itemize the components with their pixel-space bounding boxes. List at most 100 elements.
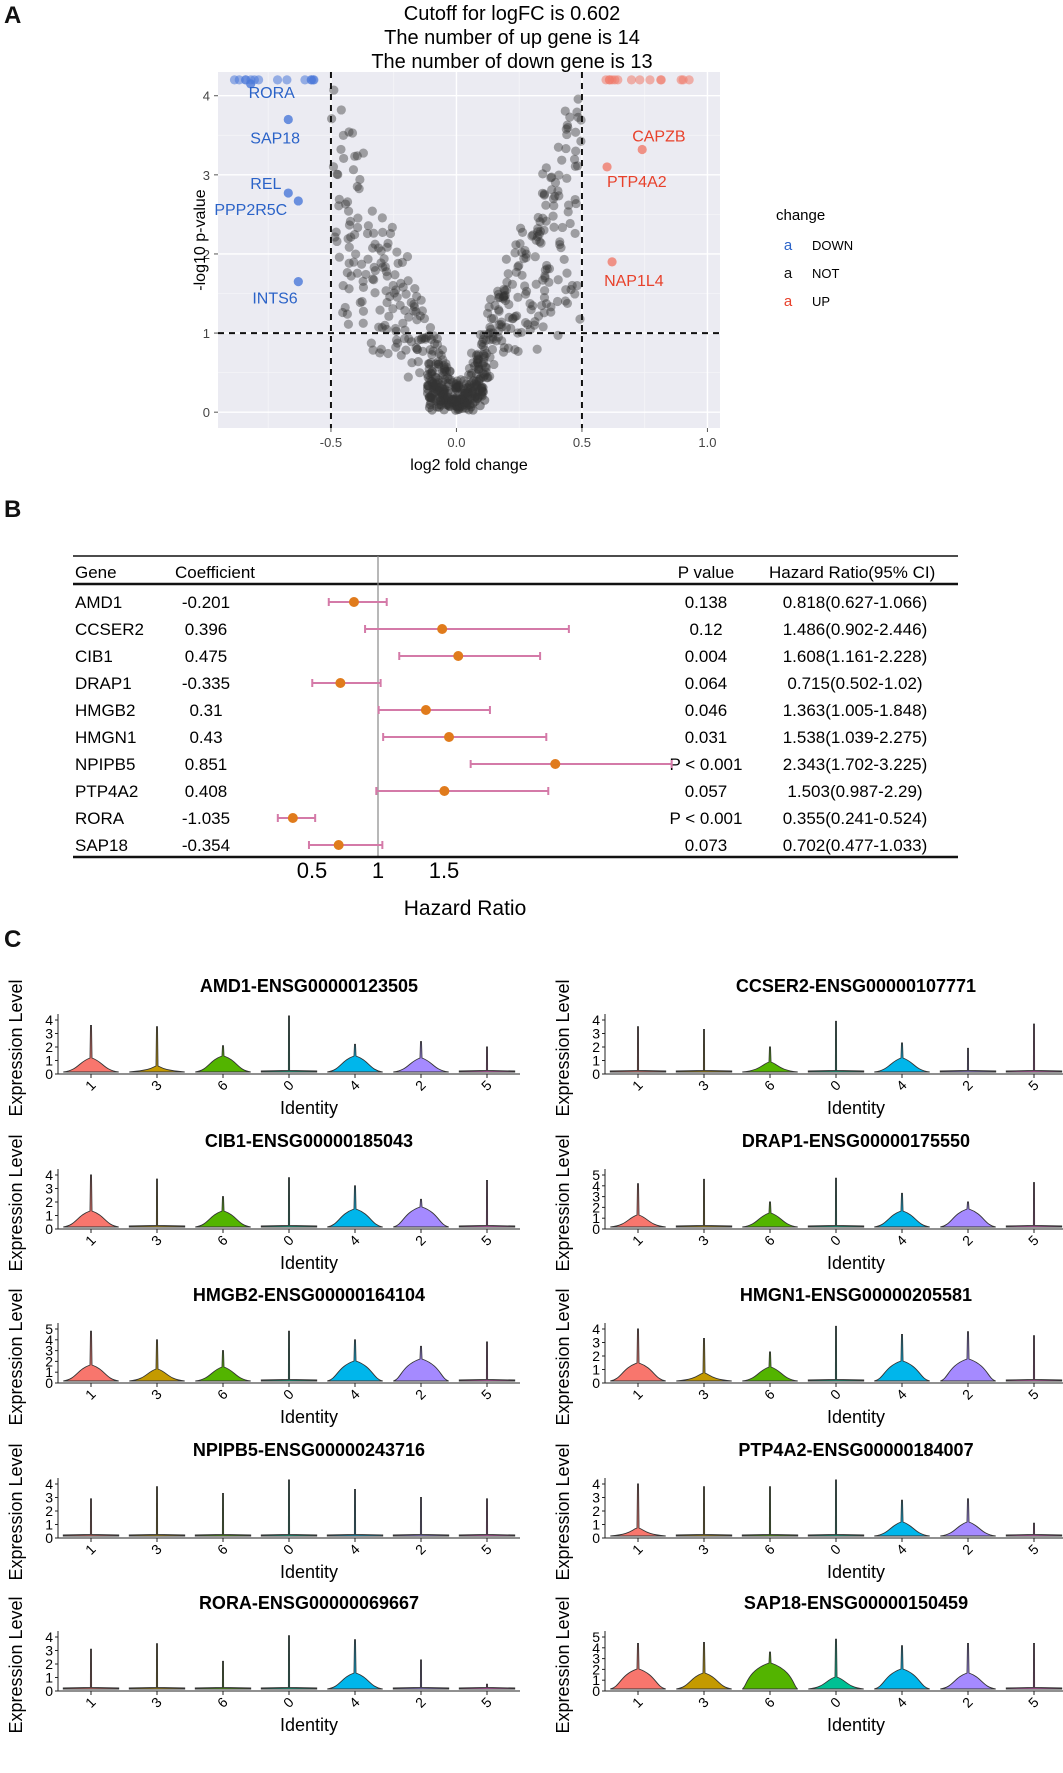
violin-xtick-label: 0 bbox=[827, 1694, 844, 1711]
violin-ytick-label: 4 bbox=[45, 1167, 53, 1183]
volcano-point-not bbox=[499, 284, 509, 294]
volcano-point-not bbox=[381, 267, 392, 277]
volcano-point-not bbox=[387, 222, 397, 233]
volcano-point-not bbox=[419, 333, 429, 343]
volcano-point-not bbox=[484, 302, 494, 312]
volcano-point-not bbox=[433, 356, 443, 367]
volcano-panel-bg bbox=[218, 72, 720, 428]
violin-xtick-label: 1 bbox=[629, 1541, 646, 1558]
violin-shape bbox=[1005, 1023, 1063, 1073]
violin-xtick-label: 1 bbox=[629, 1386, 646, 1403]
violin-xtick-label: 0 bbox=[280, 1232, 297, 1249]
violin-ytick-label: 1 bbox=[45, 1053, 53, 1069]
violin-shape bbox=[1005, 1335, 1063, 1382]
panel-label-c: C bbox=[4, 926, 22, 953]
violin-shape bbox=[458, 1498, 516, 1537]
violin-shape bbox=[874, 1333, 930, 1382]
volcano-point-not bbox=[572, 107, 582, 117]
volcano-point-not bbox=[473, 351, 484, 361]
volcano-point-not bbox=[443, 386, 453, 396]
volcano-point-not bbox=[498, 292, 509, 302]
volcano-point-not bbox=[377, 323, 387, 333]
violin-shape bbox=[807, 1479, 865, 1537]
volcano-point-not bbox=[409, 302, 420, 312]
volcano-point-up bbox=[626, 75, 637, 85]
volcano-point-not bbox=[572, 161, 583, 171]
volcano-point-not bbox=[561, 285, 571, 295]
violin-xtick-label: 3 bbox=[695, 1077, 712, 1094]
volcano-point-not bbox=[369, 275, 379, 285]
violin-ytick-label: 4 bbox=[592, 1640, 600, 1656]
volcano-point-not bbox=[485, 335, 495, 345]
volcano-point-not bbox=[510, 312, 520, 322]
violin-ylabel: Expression Level bbox=[553, 1134, 573, 1271]
volcano-point-not bbox=[488, 314, 499, 324]
volcano-point-not bbox=[565, 218, 575, 229]
volcano-xtick-label: 0.0 bbox=[447, 435, 465, 450]
violin-ytick-label: 3 bbox=[592, 1189, 600, 1205]
violin-xtick-label: 1 bbox=[82, 1077, 99, 1094]
volcano-point-not bbox=[445, 366, 455, 377]
violin-shape bbox=[808, 1638, 864, 1690]
volcano-point-not bbox=[570, 194, 580, 205]
violin-shape bbox=[610, 1483, 666, 1537]
forest-row-hr: 0.715(0.502-1.02) bbox=[787, 674, 922, 693]
volcano-point-not bbox=[493, 286, 503, 296]
violin-ylabel: Expression Level bbox=[553, 1443, 573, 1580]
volcano-point-not bbox=[546, 307, 556, 317]
violin-xtick-label: 4 bbox=[346, 1386, 363, 1403]
volcano-point-not bbox=[541, 163, 551, 173]
volcano-point-not bbox=[513, 292, 523, 302]
violin-shape bbox=[129, 1026, 185, 1073]
violin-xtick-label: 1 bbox=[629, 1232, 646, 1249]
volcano-point-not bbox=[554, 170, 564, 180]
volcano-point-not bbox=[380, 262, 390, 272]
violin-ytick-label: 1 bbox=[592, 1053, 600, 1069]
volcano-point-not bbox=[500, 290, 510, 301]
volcano-point-not bbox=[503, 269, 513, 279]
volcano-point-not bbox=[388, 304, 398, 314]
volcano-point-not bbox=[398, 282, 408, 292]
forest-row-pvalue: P < 0.001 bbox=[670, 755, 743, 774]
volcano-legend-glyph: a bbox=[784, 237, 793, 254]
violin-xtick-label: 6 bbox=[761, 1541, 778, 1558]
violin-ytick-label: 1 bbox=[592, 1362, 600, 1378]
volcano-point-not bbox=[370, 266, 380, 276]
violin-xtick-label: 6 bbox=[214, 1077, 231, 1094]
volcano-point-not bbox=[465, 400, 475, 410]
volcano-point-not bbox=[540, 265, 550, 275]
volcano-point-not bbox=[420, 334, 430, 344]
forest-col-coefficient: Coefficient bbox=[175, 563, 255, 582]
violin-xtick-label: 2 bbox=[959, 1694, 976, 1711]
volcano-point-not bbox=[433, 362, 444, 372]
volcano-point-up bbox=[635, 75, 645, 85]
violin-shape bbox=[742, 1046, 798, 1073]
volcano-point-not bbox=[392, 247, 402, 257]
volcano-point-not bbox=[510, 344, 520, 355]
violin-ytick-label: 1 bbox=[45, 1208, 53, 1224]
violin-xtick-label: 4 bbox=[893, 1694, 910, 1711]
volcano-point-not bbox=[418, 346, 428, 356]
volcano-point-not bbox=[382, 297, 392, 308]
volcano-point-not bbox=[481, 348, 492, 359]
forest-row-pvalue: 0.057 bbox=[685, 782, 728, 801]
violin-ytick-label: 2 bbox=[592, 1199, 600, 1215]
volcano-point-not bbox=[569, 154, 580, 164]
violin-shape bbox=[194, 1493, 252, 1537]
volcano-point-not bbox=[517, 227, 528, 237]
volcano-point-not bbox=[570, 127, 581, 137]
volcano-point-not bbox=[507, 314, 518, 324]
volcano-ytick-label: 3 bbox=[203, 168, 210, 183]
volcano-point-not bbox=[425, 345, 435, 355]
volcano-point-not bbox=[464, 370, 474, 380]
forest-row-hr: 0.355(0.241-0.524) bbox=[783, 809, 928, 828]
volcano-point-not bbox=[520, 245, 530, 256]
volcano-point-not bbox=[562, 298, 573, 309]
volcano-point-not bbox=[513, 262, 523, 272]
violin-ytick-label: 3 bbox=[592, 1490, 600, 1506]
volcano-legend-label: UP bbox=[812, 294, 830, 309]
violin-shape bbox=[393, 1198, 449, 1228]
violin-ylabel: Expression Level bbox=[6, 1443, 26, 1580]
